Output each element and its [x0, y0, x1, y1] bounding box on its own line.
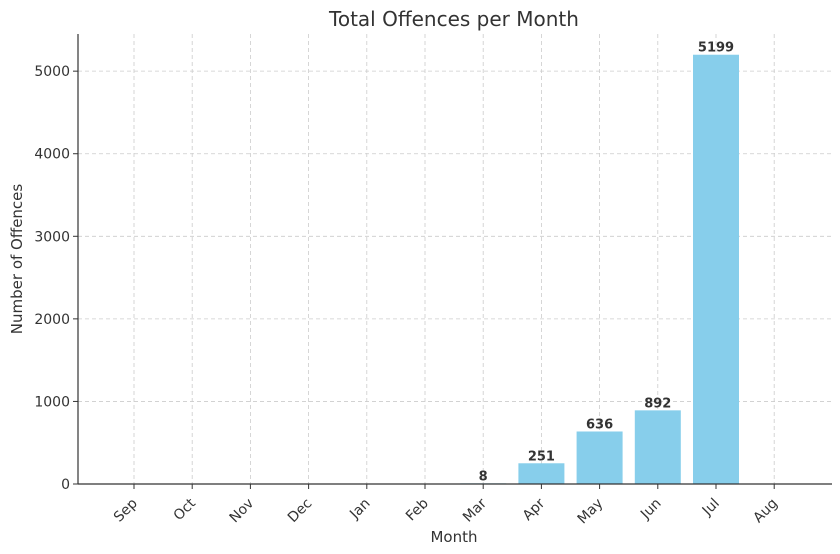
x-tick-label: Nov	[227, 496, 258, 527]
y-tick-label: 2000	[34, 312, 70, 328]
bar	[693, 54, 739, 485]
x-tick-label: May	[575, 496, 607, 528]
x-tick-label: Dec	[285, 496, 315, 526]
x-axis-label: Month	[430, 528, 477, 546]
x-tick-label: Feb	[403, 495, 432, 524]
bar-value-label: 251	[528, 449, 555, 464]
y-tick-label: 4000	[34, 147, 70, 163]
x-ticks: Sep Oct Nov Dec Jan Feb Mar Apr May Jun Jul Aug	[111, 484, 781, 527]
data-labels: 8 251 636 892 5199	[479, 41, 734, 485]
bars	[460, 54, 739, 485]
y-axis-label: Number of Offences	[8, 184, 26, 335]
x-tick-label: Jul	[699, 496, 723, 520]
y-tick-label: 5000	[34, 64, 70, 80]
y-tick-label: 3000	[34, 229, 70, 245]
y-tick-label: 1000	[34, 394, 70, 410]
x-tick-label: Apr	[520, 495, 549, 524]
bar-value-label: 5199	[698, 41, 734, 56]
x-tick-label: Jan	[346, 496, 373, 523]
bar-value-label: 892	[644, 396, 671, 411]
bar	[576, 431, 623, 484]
x-tick-label: Oct	[171, 495, 200, 524]
bar-value-label: 8	[479, 469, 488, 484]
chart-title: Total Offences per Month	[328, 7, 579, 31]
x-tick-label: Jun	[637, 496, 664, 523]
bar-value-label: 636	[586, 417, 613, 432]
bar	[518, 463, 565, 484]
bar	[634, 410, 681, 484]
y-ticks: 0 1000 2000 3000 4000 5000	[34, 64, 78, 493]
x-tick-label: Sep	[111, 495, 141, 525]
x-tick-label: Aug	[750, 496, 781, 527]
axes	[77, 34, 832, 485]
y-tick-label: 0	[61, 477, 70, 493]
grid-lines	[78, 34, 832, 485]
x-tick-label: Mar	[460, 495, 490, 525]
